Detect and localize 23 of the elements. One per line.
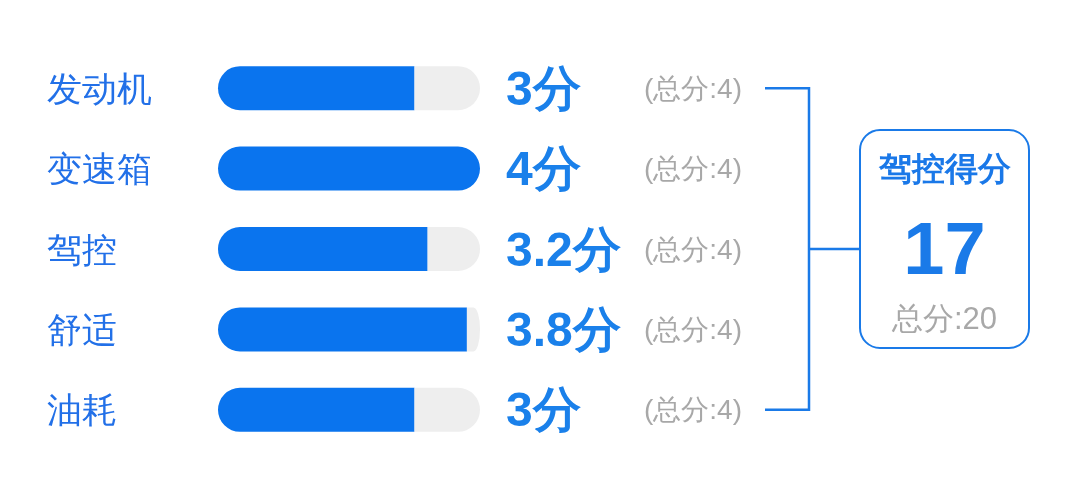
data-label: 3分 — [506, 383, 581, 437]
text: (总分:4) — [644, 233, 742, 265]
bar — [218, 387, 415, 432]
text: 总分:20 — [890, 300, 998, 336]
bar — [218, 66, 415, 111]
bar — [218, 307, 467, 352]
y-tick-label: 油耗 — [47, 390, 117, 430]
y-tick-label: 舒适 — [47, 309, 117, 349]
data-label: 3.2分 — [506, 222, 621, 276]
text: (总分:4) — [644, 72, 742, 104]
data-label: 4分 — [506, 142, 581, 196]
data-label: 3.8分 — [506, 302, 621, 356]
text: (总分:4) — [644, 313, 742, 345]
text: (总分:4) — [644, 394, 742, 426]
y-tick-label: 变速箱 — [47, 149, 152, 189]
text: 驾控得分 — [877, 149, 1011, 187]
data-label: 3分 — [506, 61, 581, 115]
bar — [218, 227, 428, 271]
y-tick-label: 驾控 — [47, 229, 117, 269]
y-tick-label: 发动机 — [47, 68, 152, 108]
text: 17 — [903, 206, 986, 290]
text: (总分:4) — [644, 153, 742, 185]
bar — [218, 146, 480, 191]
